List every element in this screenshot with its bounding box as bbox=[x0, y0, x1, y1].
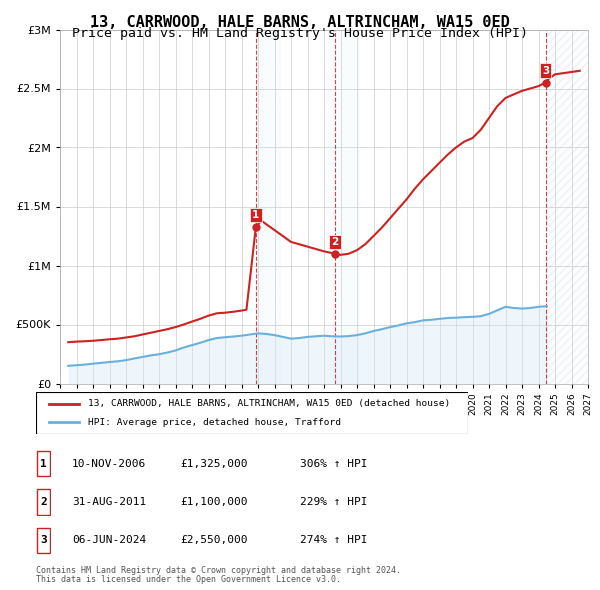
Text: Contains HM Land Registry data © Crown copyright and database right 2024.: Contains HM Land Registry data © Crown c… bbox=[36, 566, 401, 575]
Bar bbox=[335, 30, 360, 384]
Text: This data is licensed under the Open Government Licence v3.0.: This data is licensed under the Open Gov… bbox=[36, 575, 341, 584]
FancyBboxPatch shape bbox=[37, 527, 50, 553]
Text: Price paid vs. HM Land Registry's House Price Index (HPI): Price paid vs. HM Land Registry's House … bbox=[72, 27, 528, 40]
Text: 2: 2 bbox=[40, 497, 47, 507]
Text: 31-AUG-2011: 31-AUG-2011 bbox=[72, 497, 146, 507]
Text: 2: 2 bbox=[331, 237, 338, 247]
FancyBboxPatch shape bbox=[36, 392, 468, 434]
Text: HPI: Average price, detached house, Trafford: HPI: Average price, detached house, Traf… bbox=[88, 418, 341, 427]
Text: 13, CARRWOOD, HALE BARNS, ALTRINCHAM, WA15 0ED: 13, CARRWOOD, HALE BARNS, ALTRINCHAM, WA… bbox=[90, 15, 510, 30]
Text: 274% ↑ HPI: 274% ↑ HPI bbox=[300, 536, 367, 545]
Bar bbox=[545, 30, 588, 384]
Text: 13, CARRWOOD, HALE BARNS, ALTRINCHAM, WA15 0ED (detached house): 13, CARRWOOD, HALE BARNS, ALTRINCHAM, WA… bbox=[88, 399, 450, 408]
Bar bbox=[545, 30, 588, 384]
FancyBboxPatch shape bbox=[37, 451, 50, 477]
Text: 1: 1 bbox=[40, 459, 47, 468]
Text: £1,325,000: £1,325,000 bbox=[180, 459, 248, 468]
Text: 06-JUN-2024: 06-JUN-2024 bbox=[72, 536, 146, 545]
Text: 1: 1 bbox=[252, 210, 259, 220]
Bar bbox=[256, 30, 281, 384]
Text: 3: 3 bbox=[40, 536, 47, 545]
Text: 306% ↑ HPI: 306% ↑ HPI bbox=[300, 459, 367, 468]
Text: £1,100,000: £1,100,000 bbox=[180, 497, 248, 507]
Text: 229% ↑ HPI: 229% ↑ HPI bbox=[300, 497, 367, 507]
Text: £2,550,000: £2,550,000 bbox=[180, 536, 248, 545]
FancyBboxPatch shape bbox=[37, 489, 50, 515]
Text: 10-NOV-2006: 10-NOV-2006 bbox=[72, 459, 146, 468]
Text: 3: 3 bbox=[542, 65, 549, 76]
